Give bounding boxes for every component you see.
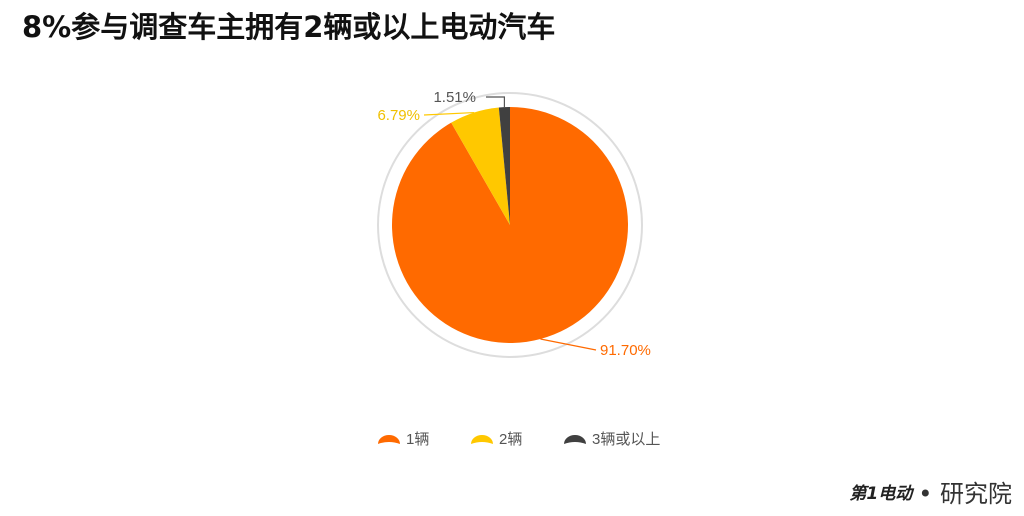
pie-slice (451, 107, 510, 225)
legend-label: 3辆或以上 (592, 431, 660, 448)
leader-line (486, 96, 506, 108)
legend-marker-icon (471, 435, 493, 444)
data-label: 6.79% (377, 107, 420, 124)
legend-label: 2辆 (499, 431, 522, 448)
pie-slice (498, 107, 510, 225)
pie-slice (391, 107, 628, 344)
logo-brand: 第1电动 (849, 484, 913, 504)
pie-outer-ring (377, 92, 643, 358)
leader-line (423, 111, 475, 116)
chart-title: 8%参与调查车主拥有2辆或以上电动汽车 (22, 10, 556, 44)
leader-line (540, 338, 597, 351)
legend-label: 1辆 (406, 431, 429, 448)
legend-marker-icon (564, 435, 586, 444)
legend-marker-icon (378, 435, 400, 444)
logo-suffix: • 研究院 (918, 480, 1012, 508)
data-label: 91.70% (600, 342, 651, 359)
data-label: 1.51% (433, 89, 476, 106)
logo: 第1电动 • 研究院 (849, 474, 1012, 509)
